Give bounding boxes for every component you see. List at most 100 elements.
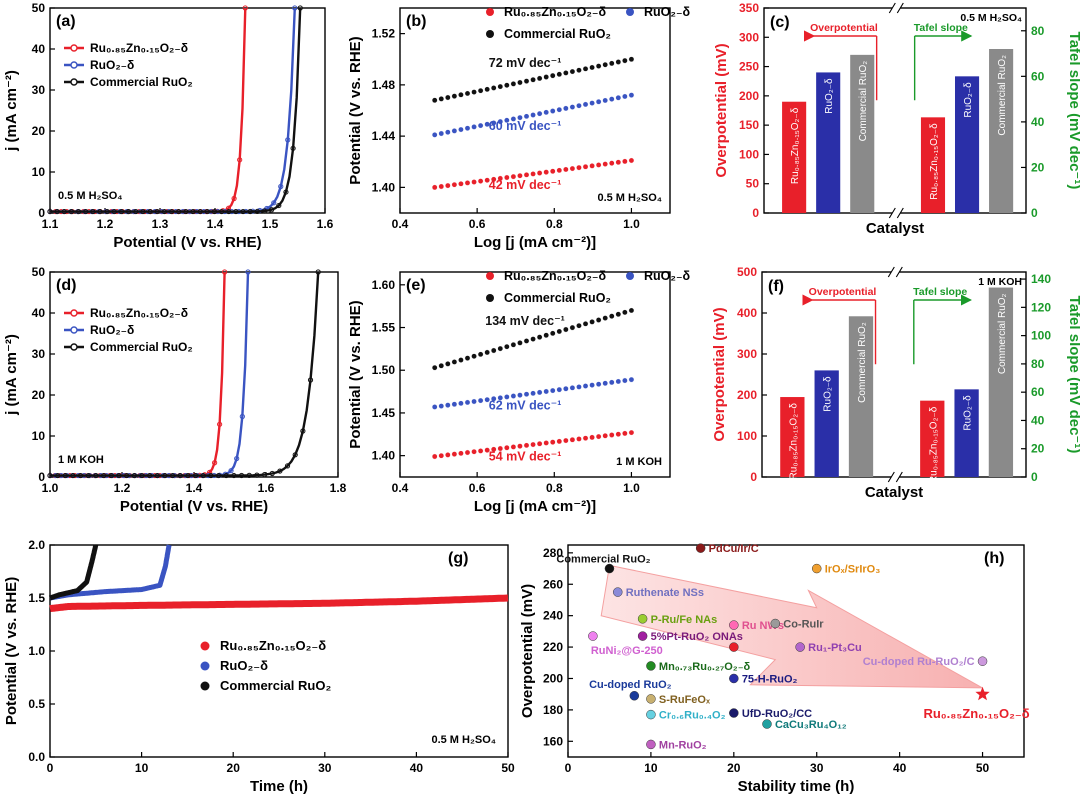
- legend-label: Ru₀.₈₅Zn₀.₁₅O₂₋δ: [220, 638, 326, 653]
- condition-label: 0.5 M H₂SO₄: [597, 192, 662, 204]
- data-point: [576, 384, 582, 390]
- overpotential-bar: [816, 72, 841, 213]
- data-point: [451, 128, 458, 134]
- data-point: [595, 433, 602, 440]
- data-point: [589, 100, 595, 106]
- data-point: [222, 269, 228, 275]
- condition-label: 1 M KOH: [978, 276, 1022, 288]
- data-point: [477, 122, 484, 129]
- y-tick-label: 20: [32, 388, 46, 402]
- y-tick-label: 300: [737, 347, 757, 361]
- data-point: [517, 79, 523, 86]
- axis-break-mark: [888, 2, 896, 14]
- y-tick-label-right: 0: [1031, 470, 1038, 484]
- point-label: RuNi₂@G-250: [591, 645, 663, 657]
- data-point: [576, 102, 582, 109]
- data-point: [497, 445, 504, 452]
- data-point: [458, 126, 464, 133]
- data-point: [517, 443, 523, 449]
- data-point: [484, 177, 490, 183]
- data-point: [497, 345, 504, 352]
- legend-label: Ru₀.₈₅Zn₀.₁₅O₂₋δ: [90, 41, 188, 55]
- legend-label: RuO₂₋δ: [644, 5, 691, 19]
- data-point: [464, 90, 471, 97]
- point-label: Commercial RuO₂: [556, 554, 650, 566]
- tafel-bar: [988, 287, 1014, 477]
- overpotential-bar: [814, 370, 839, 477]
- bar-label: Ru₀.₈₅Zn₀.₁₅O₂₋δ: [790, 107, 801, 184]
- data-point: [139, 472, 145, 479]
- data-point: [300, 428, 306, 434]
- data-point: [240, 208, 246, 215]
- data-point: [569, 165, 576, 172]
- data-point: [582, 383, 589, 389]
- data-point: [615, 159, 622, 166]
- y-tick-label: 1.48: [372, 78, 396, 92]
- data-point: [47, 472, 53, 479]
- data-point: [108, 472, 114, 479]
- scatter-point: [729, 708, 739, 718]
- y-axis-label-left: Overpotential (mV): [711, 307, 728, 441]
- y-tick-label: 260: [543, 577, 563, 591]
- y-tick-label: 2.0: [28, 538, 45, 552]
- data-point: [147, 208, 153, 215]
- data-point: [431, 97, 438, 104]
- data-point: [556, 71, 563, 78]
- data-point: [261, 471, 268, 478]
- x-axis-label: Stability time (h): [738, 778, 855, 795]
- data-point: [458, 450, 464, 457]
- y-tick-label: 10: [32, 165, 46, 179]
- x-axis-label: Potential (V vs. RHE): [113, 234, 261, 251]
- y-axis-label: Overpotential (mV): [519, 584, 536, 718]
- legend-label: Ru₀.₈₅Zn₀.₁₅O₂₋δ: [504, 5, 607, 19]
- data-point: [523, 442, 530, 449]
- data-point: [608, 160, 615, 166]
- data-point: [602, 380, 609, 387]
- y-axis-label: j (mA cm⁻²): [3, 334, 20, 416]
- data-point: [510, 81, 517, 87]
- data-point: [582, 101, 589, 108]
- x-tick-label: 10: [135, 761, 149, 775]
- legend-label: Commercial RuO₂: [90, 75, 193, 89]
- data-point: [504, 82, 510, 89]
- y-tick-label: 1.0: [28, 644, 45, 658]
- data-point: [278, 183, 284, 190]
- x-tick-label: 50: [976, 761, 990, 775]
- data-point: [124, 472, 130, 479]
- data-point: [628, 376, 635, 383]
- data-point: [510, 393, 517, 399]
- data-point: [615, 378, 622, 385]
- data-point: [245, 269, 251, 275]
- data-point: [458, 91, 464, 98]
- x-tick-label: 1.0: [623, 481, 640, 495]
- data-point: [628, 56, 635, 63]
- data-point: [563, 105, 569, 112]
- data-point: [569, 324, 576, 331]
- x-tick-label: 0.4: [392, 481, 409, 495]
- overpotential-bar: [848, 316, 874, 477]
- point-label: P-Ru/Fe NAs: [651, 614, 718, 626]
- data-point: [223, 472, 229, 479]
- data-point: [464, 180, 471, 186]
- data-point: [615, 94, 622, 101]
- data-point: [292, 452, 298, 458]
- series-2: [47, 5, 303, 215]
- data-point: [54, 208, 60, 215]
- plot-frame: [49, 271, 339, 478]
- slope-label: 54 mV dec⁻¹: [489, 450, 562, 464]
- data-point: [464, 355, 471, 361]
- x-tick-label: 20: [227, 761, 241, 775]
- data-point: [238, 472, 245, 479]
- legend-label: RuO₂₋δ: [90, 58, 134, 72]
- y-tick-label-right: 100: [1031, 329, 1051, 343]
- panel-h: 0 10 20 30 40 50 160 180 200 220 240 260 280 Stabilit…: [519, 543, 1030, 795]
- stability-series-0: [47, 594, 510, 613]
- data-point: [62, 472, 68, 479]
- data-point: [530, 390, 536, 397]
- data-point: [292, 5, 298, 11]
- data-point: [464, 125, 471, 132]
- data-point: [445, 361, 451, 367]
- slope-label: 134 mV dec⁻¹: [485, 314, 565, 328]
- x-tick-label: 30: [318, 761, 332, 775]
- data-point: [47, 208, 53, 215]
